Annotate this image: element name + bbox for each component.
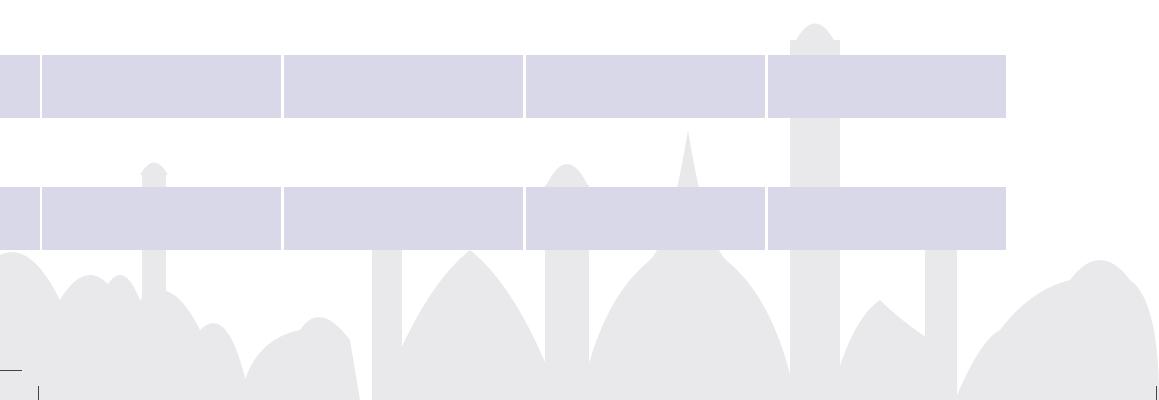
table-cell — [42, 55, 281, 118]
table-cell — [768, 187, 1006, 250]
table-cell — [284, 187, 523, 250]
background-and-table — [0, 0, 1159, 400]
table-cell — [0, 187, 40, 250]
table-cell — [526, 187, 765, 250]
page — [0, 0, 1159, 400]
table-cell — [284, 55, 523, 118]
table-cell — [768, 55, 1006, 118]
table-cell — [42, 187, 281, 250]
table — [0, 55, 1006, 250]
table-cell — [0, 55, 40, 118]
table-cell — [526, 55, 765, 118]
